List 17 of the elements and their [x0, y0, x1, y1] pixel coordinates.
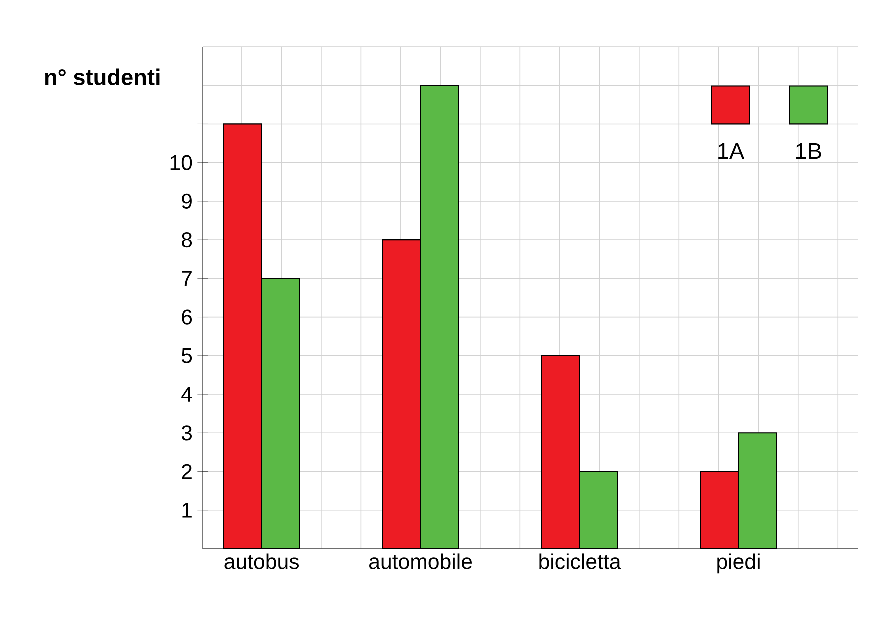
- legend-label: 1B: [796, 143, 822, 160]
- y-axis-title: n° studenti: [45, 68, 160, 86]
- y-tick-label: 5: [182, 348, 192, 364]
- y-tick-label: 9: [182, 194, 192, 209]
- y-tick-label: 1: [182, 503, 192, 518]
- x-tick-label: bicicletta: [540, 554, 622, 570]
- y-tick-label: 2: [182, 464, 192, 480]
- x-tick-label: automobile: [370, 554, 472, 570]
- y-tick-label: 10: [170, 155, 192, 170]
- legend-label: 1A: [718, 143, 745, 160]
- y-tick-label: 4: [182, 387, 192, 402]
- x-tick-label: piedi: [718, 554, 760, 574]
- y-tick-label: 3: [182, 426, 192, 441]
- y-tick-label: 8: [182, 232, 192, 248]
- y-tick-label: 7: [182, 271, 192, 286]
- y-tick-label: 6: [182, 310, 192, 325]
- x-tick-label: autobus: [224, 554, 299, 570]
